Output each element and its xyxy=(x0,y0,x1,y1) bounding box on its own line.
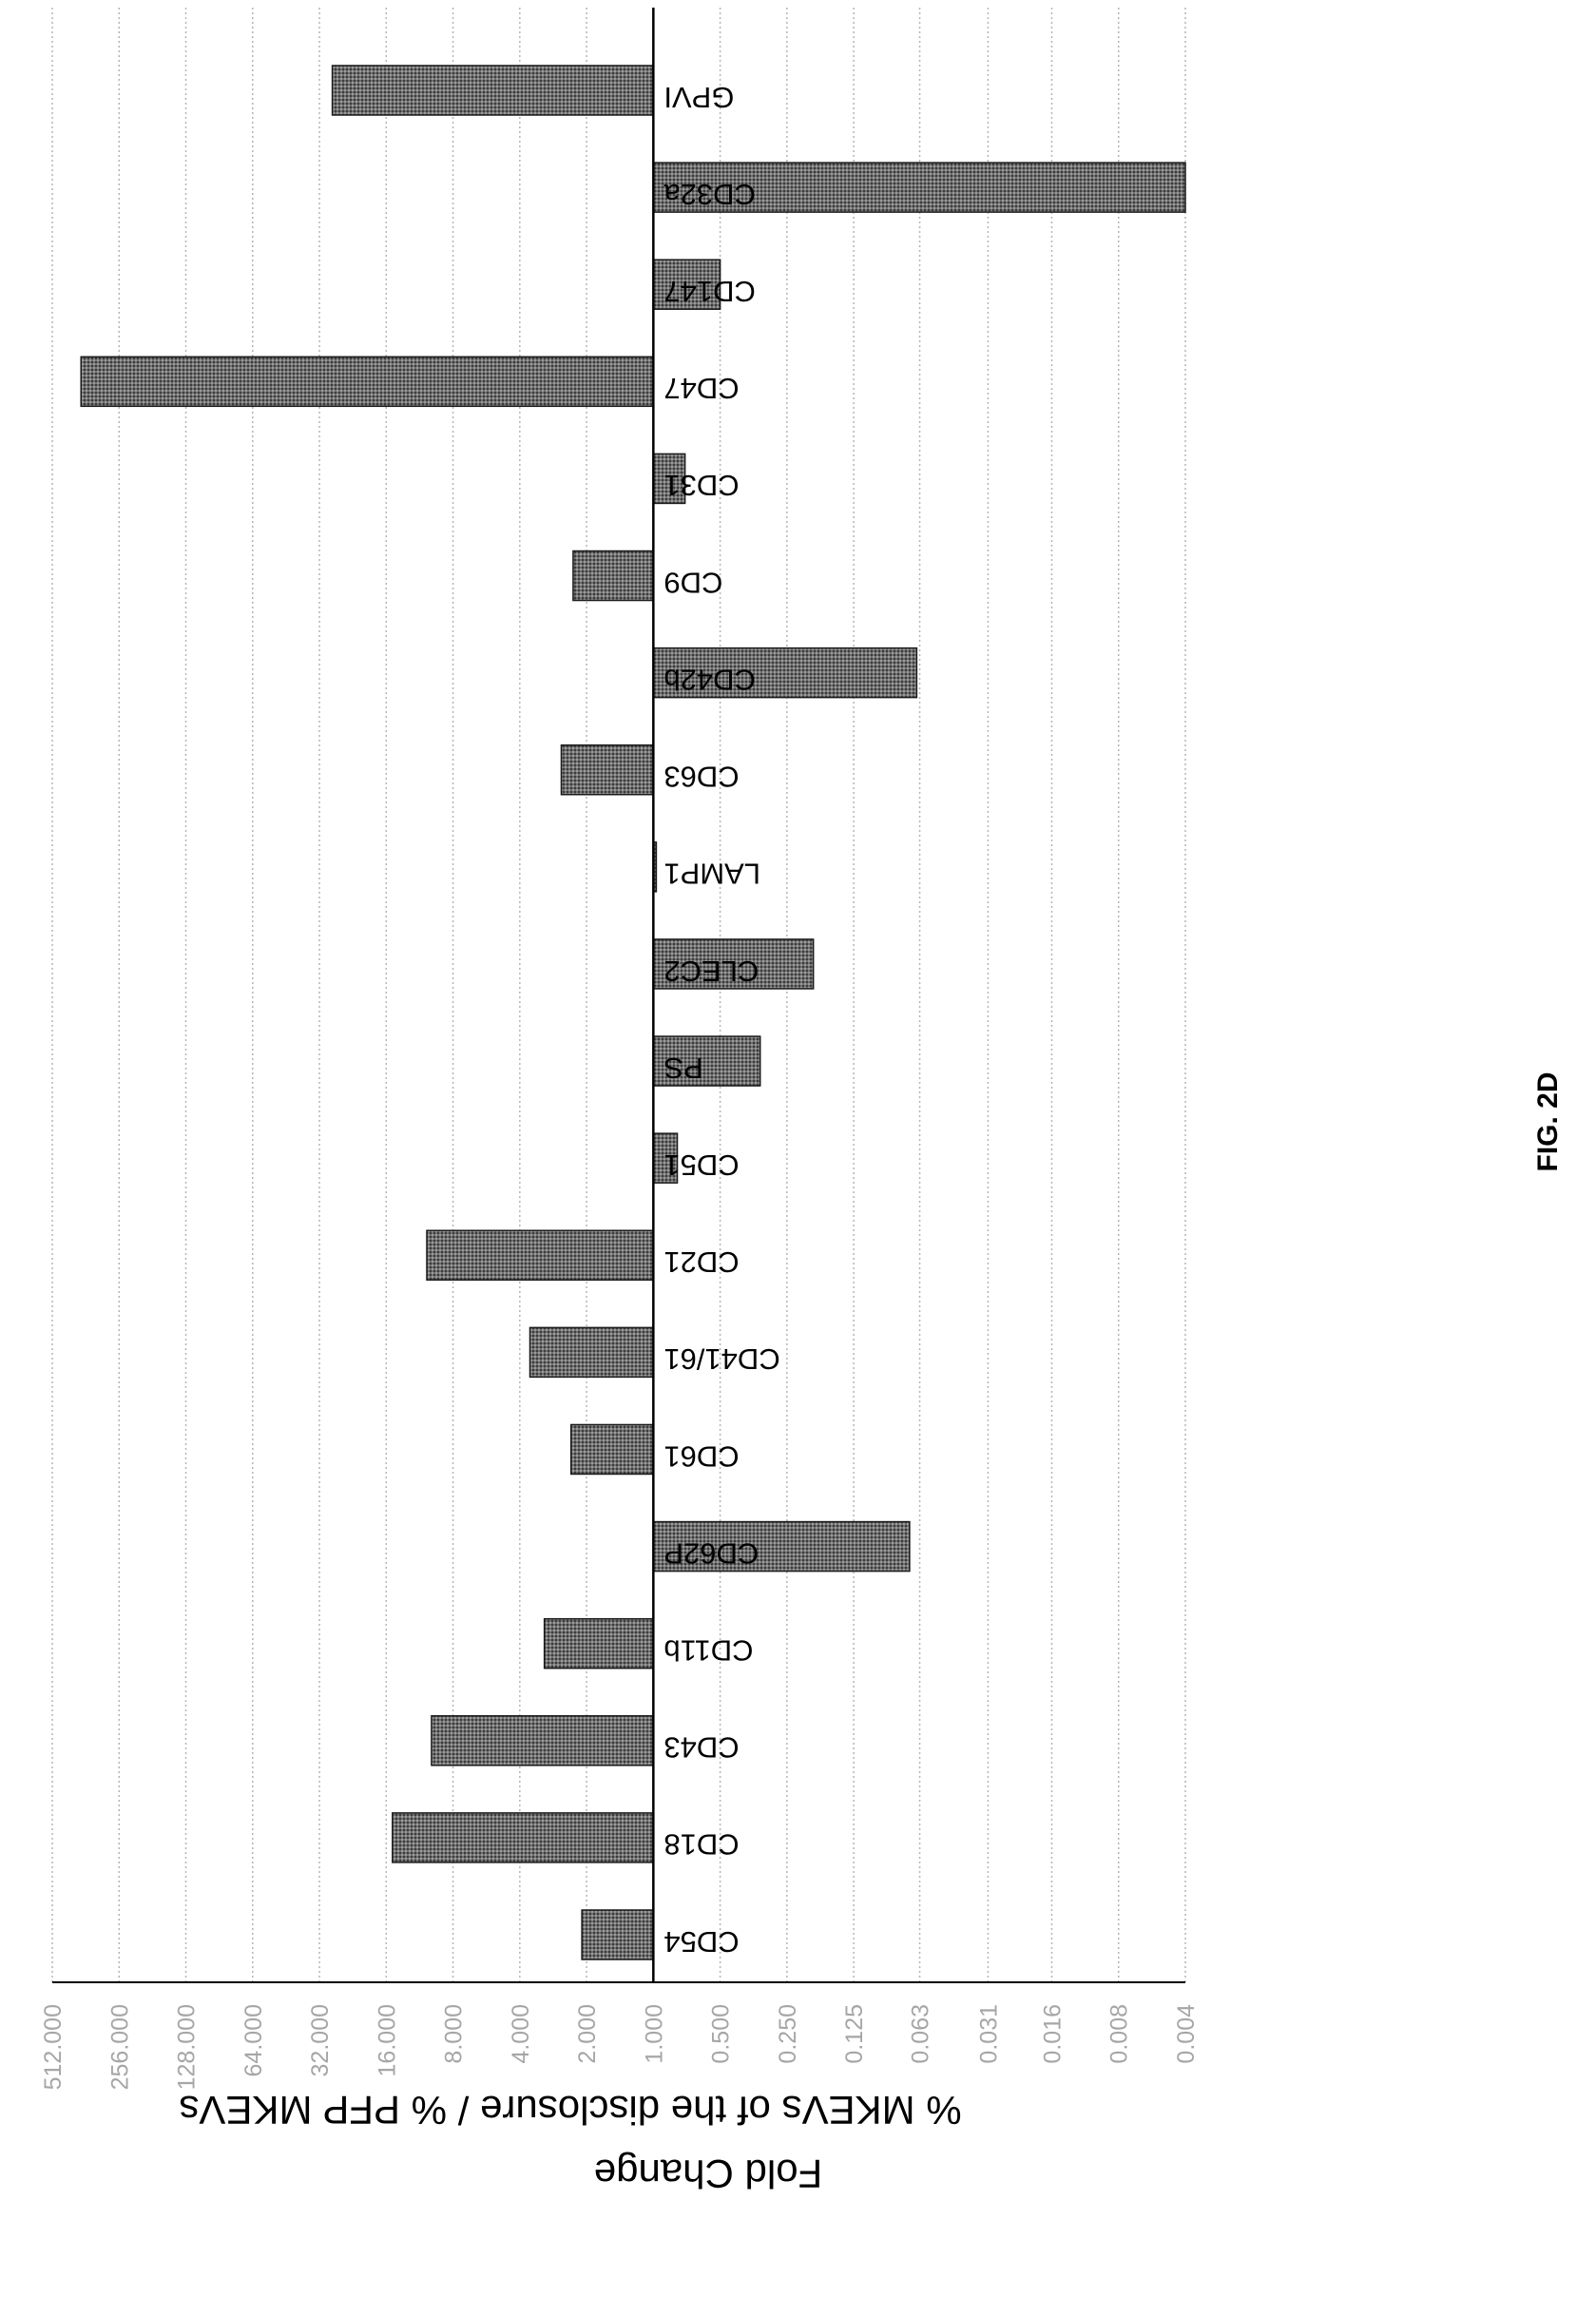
category-label: CD21 xyxy=(663,1245,739,1279)
tick-label: 0.250 xyxy=(775,2004,801,2064)
bar-cd47 xyxy=(80,356,655,408)
category-label: CD62P xyxy=(663,1536,759,1570)
tick-label: 0.008 xyxy=(1106,2004,1133,2064)
category-label: PS xyxy=(663,1052,702,1085)
y-axis-label-line2: % MKEVs of the disclosure / % PFP MKEVs xyxy=(179,2088,961,2133)
bar-cd61 xyxy=(569,1423,655,1476)
tick-labels: 512.000 256.000 128.000 64.000 32.000 16.000 8… xyxy=(40,2004,1200,2090)
category-label: CD41/61 xyxy=(663,1342,779,1376)
tick-label: 256.000 xyxy=(106,2004,133,2090)
category-label: GPVI xyxy=(663,81,734,114)
category-label: LAMP1 xyxy=(663,858,760,891)
category-label: CD11b xyxy=(663,1633,753,1667)
category-label: CLEC2 xyxy=(663,955,759,988)
tick-label: 1.000 xyxy=(641,2004,667,2064)
category-label: CD47 xyxy=(663,372,739,405)
bars xyxy=(80,65,1186,1960)
bar-gpvi xyxy=(331,65,655,116)
bar-cd62p xyxy=(652,1520,911,1573)
bar-cd31 xyxy=(652,453,686,505)
category-label: CD54 xyxy=(663,1925,739,1959)
category-label: CD63 xyxy=(663,761,739,794)
category-label: CD42b xyxy=(663,663,756,696)
tick-label: 128.000 xyxy=(174,2004,201,2090)
tick-label: 16.000 xyxy=(374,2004,400,2076)
tick-label: 0.004 xyxy=(1173,2004,1200,2064)
gridlines xyxy=(51,8,1186,1982)
bar-cd11b xyxy=(543,1617,655,1669)
category-label: CD32a xyxy=(663,178,756,211)
category-label: CD43 xyxy=(663,1731,739,1765)
tick-label: 0.031 xyxy=(975,2004,1002,2064)
bar-cd18 xyxy=(392,1812,655,1863)
bar-cd32a xyxy=(652,162,1186,213)
bar-cd63 xyxy=(560,743,655,796)
bar-cd147 xyxy=(652,259,721,310)
tick-label: 2.000 xyxy=(574,2004,601,2064)
figure-label: FIG. 2D xyxy=(1532,1071,1564,1171)
bar-cd42b xyxy=(652,647,918,699)
y-axis-label: Fold Change xyxy=(594,2152,823,2196)
bar-cd43 xyxy=(431,1715,655,1766)
tick-label: 64.000 xyxy=(240,2004,267,2076)
tick-label: 0.125 xyxy=(841,2004,868,2064)
category-label: CD147 xyxy=(663,275,756,308)
category-label: CD31 xyxy=(663,469,739,502)
bar-cd9 xyxy=(572,550,655,602)
category-labels: CD54 CD18 CD43 CD11b CD62P CD61 CD41/61 CD21 CD5… xyxy=(663,81,780,1959)
category-label: CD18 xyxy=(663,1828,739,1862)
category-label: CD9 xyxy=(663,566,722,599)
tick-label: 512.000 xyxy=(40,2004,67,2090)
bar-cd51 xyxy=(652,1132,679,1184)
tick-label: 32.000 xyxy=(307,2004,334,2076)
tick-label: 8.000 xyxy=(441,2004,468,2064)
bar-cd54 xyxy=(581,1909,655,1960)
bar-cd21 xyxy=(426,1229,655,1282)
category-label: CD51 xyxy=(663,1148,739,1182)
category-label: CD61 xyxy=(663,1439,739,1473)
bar-ps xyxy=(652,1035,761,1087)
axes xyxy=(52,8,1185,1983)
bar-cd41-61 xyxy=(529,1326,655,1379)
bar-clec2 xyxy=(652,938,815,990)
tick-label: 4.000 xyxy=(508,2004,534,2064)
tick-label: 0.016 xyxy=(1039,2004,1066,2064)
tick-label: 0.063 xyxy=(908,2004,934,2064)
tick-label: 0.500 xyxy=(708,2004,735,2064)
